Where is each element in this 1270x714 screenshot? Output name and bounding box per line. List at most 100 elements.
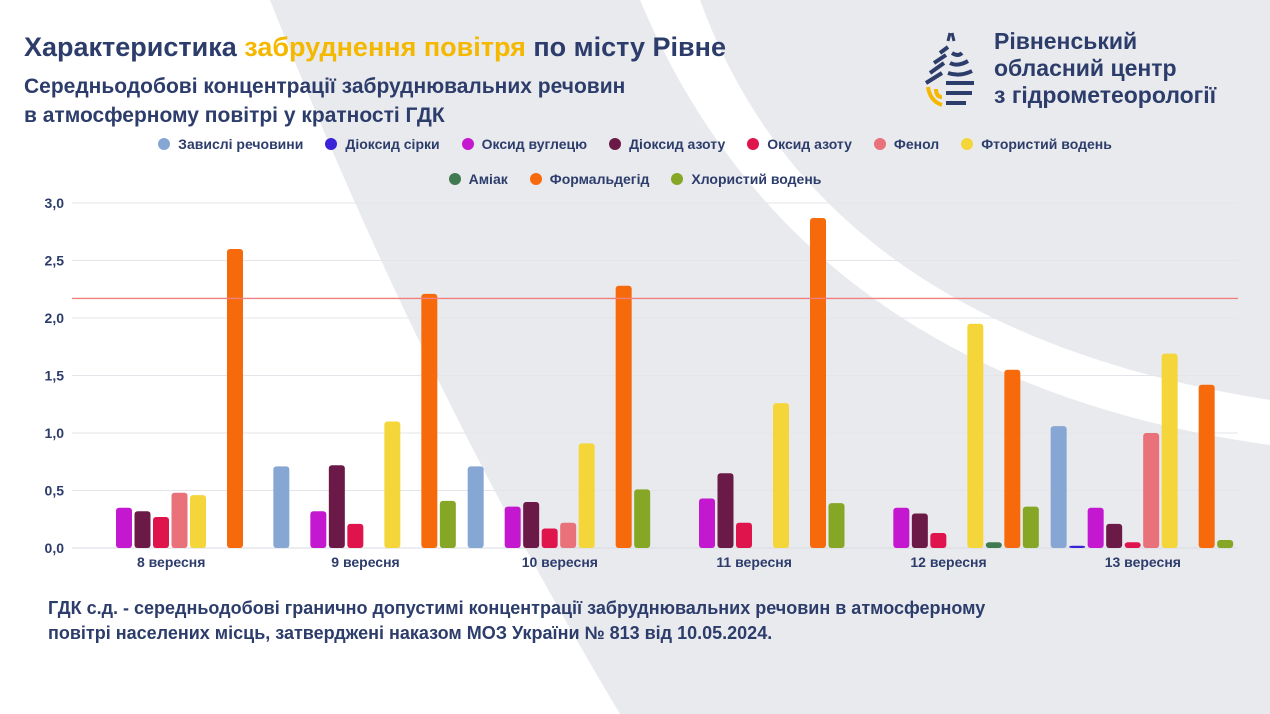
bar-Фтористий-водень xyxy=(967,323,984,548)
subtitle-line-2: в атмосферному повітрі у кратності ГДК xyxy=(24,104,445,127)
page-subtitle: Середньодобові концентрації забруднюваль… xyxy=(24,72,824,130)
bar-Діоксид-сірки xyxy=(1069,545,1086,548)
footnote-line-2: повітрі населених місць, затверджені нак… xyxy=(48,623,773,643)
x-category-label: 13 вересня xyxy=(1105,554,1181,570)
legend-item[interactable]: Аміак xyxy=(448,171,508,187)
bar-Оксид-вуглецю xyxy=(116,507,132,548)
legend-color-dot-icon xyxy=(448,173,461,185)
legend-label: Оксид азоту xyxy=(767,136,852,152)
bar-Формальдегід xyxy=(1004,369,1021,548)
bar-Завислі-речовини xyxy=(273,466,290,548)
bar-Оксид-азоту xyxy=(1124,542,1141,548)
bar-Фтористий-водень xyxy=(773,403,789,548)
bar-Діоксид-азоту xyxy=(717,473,734,548)
bar-Формальдегід xyxy=(615,285,632,548)
legend-label: Завислі речовини xyxy=(178,136,304,152)
bar-Оксид-азоту xyxy=(541,528,558,548)
page-title: Характеристика забруднення повітря по мі… xyxy=(24,32,726,62)
bar-Хлористий-водень xyxy=(828,503,845,548)
bar-Формальдегід xyxy=(421,293,438,548)
legend-color-dot-icon xyxy=(671,173,684,185)
legend-color-dot-icon xyxy=(529,173,542,185)
bar-Оксид-вуглецю xyxy=(1087,507,1104,548)
x-category-label: 10 вересня xyxy=(522,554,598,570)
bar-Фенол xyxy=(171,492,188,548)
x-category-label: 11 вересня xyxy=(716,554,791,570)
legend-label: Хлористий водень xyxy=(691,171,822,187)
title-highlight: забруднення повітря xyxy=(244,32,526,62)
legend-color-dot-icon xyxy=(747,138,760,150)
legend-item[interactable]: Оксид азоту xyxy=(747,136,852,152)
legend-item[interactable]: Оксид вуглецю xyxy=(461,136,588,152)
bar-Формальдегід xyxy=(1198,384,1215,548)
bar-Оксид-азоту xyxy=(930,533,947,548)
logo-line-1: Рівненський xyxy=(994,28,1138,54)
legend-color-dot-icon xyxy=(873,138,886,150)
legend-label: Фенол xyxy=(893,136,940,152)
bar-Формальдегід xyxy=(227,249,243,548)
footnote: ГДК с.д. - середньодобові гранично допус… xyxy=(48,596,1198,646)
legend-label: Оксид вуглецю xyxy=(481,136,588,152)
legend-label: Аміак xyxy=(468,171,508,187)
legend-label: Діоксид сірки xyxy=(345,136,440,152)
chart-legend-row-2: Аміак Формальдегід Хлористий водень xyxy=(0,171,1270,187)
bar-Діоксид-азоту xyxy=(328,465,345,548)
y-tick-label: 1,0 xyxy=(45,425,65,441)
bar-Оксид-вуглецю xyxy=(504,506,521,548)
y-tick-label: 1,5 xyxy=(45,368,65,384)
bar-Діоксид-азоту xyxy=(134,511,151,548)
logo-line-2: обласний центр xyxy=(994,55,1177,81)
bar-Фтористий-водень xyxy=(578,443,595,548)
logo-line-3: з гідрометеорології xyxy=(994,82,1217,108)
bar-Діоксид-азоту xyxy=(911,513,928,548)
legend-item[interactable]: Діоксид азоту xyxy=(609,136,725,152)
y-tick-label: 3,0 xyxy=(45,195,65,211)
chart-legend-row-1: Завислі речовини Діоксид сірки Оксид вугле… xyxy=(0,136,1270,152)
legend-label: Фтористий водень xyxy=(981,136,1112,152)
bar-Хлористий-водень xyxy=(634,489,651,548)
legend-label: Діоксид азоту xyxy=(629,136,726,152)
legend-item[interactable]: Діоксид сірки xyxy=(325,136,440,152)
organization-logo: Рівненський обласний центр з гідрометеор… xyxy=(922,28,1216,109)
bar-chart: 0,0 0,5 1,0 1,5 2,0 2,5 3,0 8 вересня 9 вересня 1… xyxy=(45,195,1238,570)
bar-Хлористий-водень xyxy=(1022,506,1039,548)
bar-Оксид-азоту xyxy=(736,522,752,548)
legend-color-dot-icon xyxy=(961,138,974,150)
bar-Завислі-речовини xyxy=(1050,426,1067,548)
bar-Діоксид-азоту xyxy=(523,502,540,548)
footnote-line-1: ГДК с.д. - середньодобові гранично допус… xyxy=(48,598,986,618)
y-tick-label: 0,0 xyxy=(45,540,65,556)
water-drop-logo-icon xyxy=(924,32,974,107)
legend-item[interactable]: Хлористий водень xyxy=(671,171,821,187)
bar-Фенол xyxy=(560,522,577,548)
bar-Формальдегід xyxy=(810,217,826,548)
y-tick-label: 2,0 xyxy=(45,310,65,326)
bar-Хлористий-водень xyxy=(439,500,456,548)
legend-color-dot-icon xyxy=(609,138,622,150)
bar-Оксид-азоту xyxy=(347,523,364,548)
bar-Фенол xyxy=(1143,433,1160,548)
bar-Завислі-речовини xyxy=(467,466,484,548)
bar-Діоксид-азоту xyxy=(1106,523,1123,548)
legend-item[interactable]: Формальдегід xyxy=(529,171,650,187)
x-category-label: 9 вересня xyxy=(331,554,399,570)
legend-color-dot-icon xyxy=(158,138,171,150)
bar-Хлористий-водень xyxy=(1217,539,1234,548)
legend-item[interactable]: Фенол xyxy=(873,136,940,152)
y-tick-label: 0,5 xyxy=(45,483,65,499)
legend-item[interactable]: Завислі речовини xyxy=(158,136,303,152)
bar-Оксид-вуглецю xyxy=(699,498,715,548)
bar-Фтористий-водень xyxy=(190,495,206,548)
bar-Оксид-азоту xyxy=(153,516,169,548)
legend-item[interactable]: Фтористий водень xyxy=(961,136,1112,152)
x-category-label: 8 вересня xyxy=(137,554,205,570)
bar-Оксид-вуглецю xyxy=(310,511,327,548)
legend-color-dot-icon xyxy=(325,138,338,150)
bar-Оксид-вуглецю xyxy=(893,507,910,548)
x-category-label: 12 вересня xyxy=(910,554,986,570)
bar-Фтористий-водень xyxy=(384,421,401,548)
legend-label: Формальдегід xyxy=(549,171,650,187)
bar-Фтористий-водень xyxy=(1161,353,1178,548)
legend-color-dot-icon xyxy=(461,138,474,150)
subtitle-line-1: Середньодобові концентрації забруднюваль… xyxy=(24,75,626,98)
